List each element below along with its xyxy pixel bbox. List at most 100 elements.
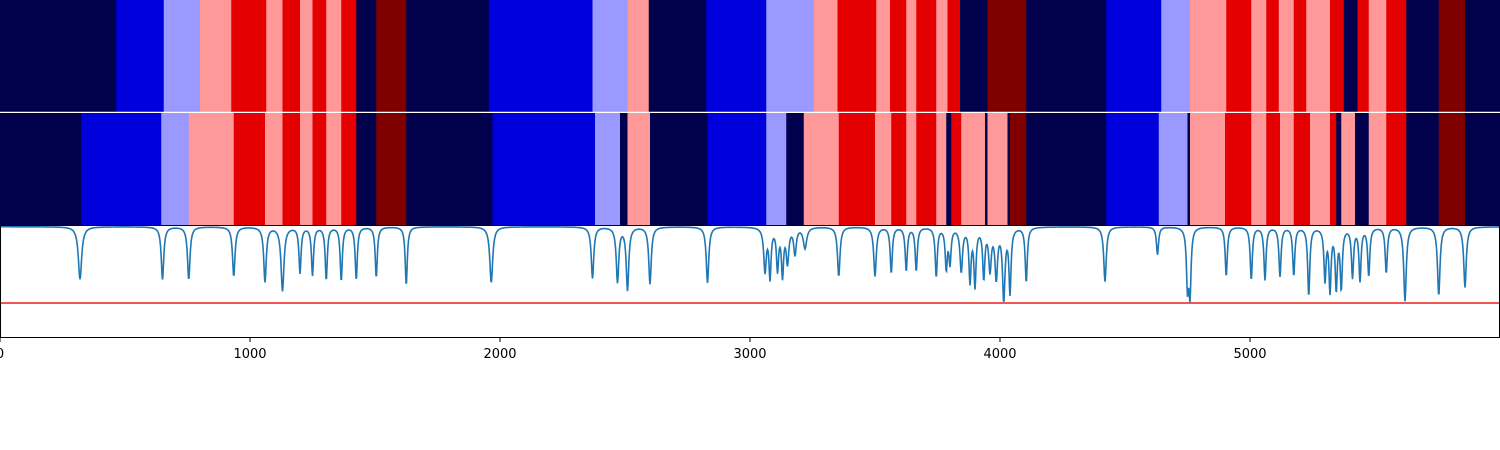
band-segment [627, 113, 651, 225]
band-segment [1406, 0, 1440, 112]
x-tick-label: 2000 [483, 347, 516, 362]
band-segment [1306, 0, 1331, 112]
band-segment [1278, 0, 1295, 112]
band-segment [1280, 113, 1295, 225]
band-segment [233, 113, 266, 225]
band-segment [376, 113, 407, 225]
band-segment [1226, 0, 1252, 112]
band-segment [786, 113, 805, 225]
band-segment [488, 0, 593, 112]
band-segment [1251, 0, 1267, 112]
band-segment [163, 0, 201, 112]
band-segment [891, 113, 907, 225]
band-segment [188, 113, 235, 225]
band-segment [707, 113, 767, 225]
band-segment [265, 113, 283, 225]
band-segment [1336, 113, 1342, 225]
x-tick-label: 1000 [233, 347, 266, 362]
x-axis: 0 1000 2000 3000 4000 5000 [0, 338, 1267, 362]
band-segment [200, 0, 232, 112]
band-segment [326, 113, 342, 225]
band-segment [838, 113, 876, 225]
band-segment [951, 113, 962, 225]
band-segment [282, 0, 301, 112]
band-segment [1106, 0, 1162, 112]
band-segment [875, 113, 892, 225]
band-segment [1310, 113, 1331, 225]
band-segment [1010, 113, 1027, 225]
band-segment [1106, 113, 1160, 225]
band-segment [0, 0, 117, 112]
band-segment [1355, 113, 1370, 225]
band-segment [803, 113, 840, 225]
band-segment [312, 113, 327, 225]
band-segment [282, 113, 301, 225]
band-segment [312, 0, 327, 112]
band-segment [376, 0, 407, 112]
band-segment [987, 0, 1027, 112]
x-tick-label: 0 [0, 347, 4, 362]
band-segment [916, 113, 937, 225]
x-tick-label: 4000 [983, 347, 1016, 362]
band-segment [356, 0, 377, 112]
band-segment [985, 113, 988, 225]
band-segment [706, 0, 767, 112]
band-segment [987, 113, 1008, 225]
band-segment [1225, 113, 1252, 225]
band-segment [341, 113, 357, 225]
band-segment [766, 113, 787, 225]
band-segment [1293, 0, 1307, 112]
band-segment [837, 0, 877, 112]
band-segment [341, 0, 357, 112]
band-segment [813, 0, 838, 112]
band-segment [1266, 113, 1281, 225]
band-segment [1158, 113, 1188, 225]
state-band-bottom [0, 113, 1500, 225]
band-segment [1161, 0, 1191, 112]
band-segment [1190, 0, 1227, 112]
band-segment [876, 0, 891, 112]
line-panel-background [0, 225, 1500, 338]
band-segment [1330, 113, 1337, 225]
band-segment [906, 113, 917, 225]
band-segment [1330, 0, 1345, 112]
band-segment [81, 113, 162, 225]
band-segment [1343, 0, 1358, 112]
band-segment [0, 113, 82, 225]
band-segment [300, 113, 313, 225]
band-segment [620, 113, 628, 225]
x-tick-label: 5000 [1233, 347, 1266, 362]
band-segment [1190, 113, 1226, 225]
band-segment [648, 0, 707, 112]
band-segment [936, 0, 948, 112]
band-segment [960, 0, 988, 112]
band-segment [1007, 113, 1011, 225]
band-segment [231, 0, 267, 112]
band-segment [650, 113, 708, 225]
band-segment [627, 0, 650, 112]
band-segment [1341, 113, 1356, 225]
band-segment [1386, 0, 1407, 112]
band-segment [595, 113, 621, 225]
band-segment [1438, 0, 1466, 112]
band-segment [356, 113, 377, 225]
band-segment [947, 0, 961, 112]
band-segment [1026, 0, 1107, 112]
band-segment [300, 0, 313, 112]
band-segment [1368, 0, 1387, 112]
band-segment [906, 0, 917, 112]
band-segment [1438, 113, 1466, 225]
band-segment [916, 0, 937, 112]
band-segment [326, 0, 342, 112]
signal-line [0, 225, 1500, 303]
band-segment [161, 113, 190, 225]
band-segment [492, 113, 596, 225]
band-segment [1293, 113, 1311, 225]
band-segment [266, 0, 283, 112]
band-segment [1266, 0, 1280, 112]
band-segment [1465, 0, 1500, 112]
band-segment [1357, 0, 1370, 112]
band-segment [116, 0, 165, 112]
band-segment [936, 113, 947, 225]
